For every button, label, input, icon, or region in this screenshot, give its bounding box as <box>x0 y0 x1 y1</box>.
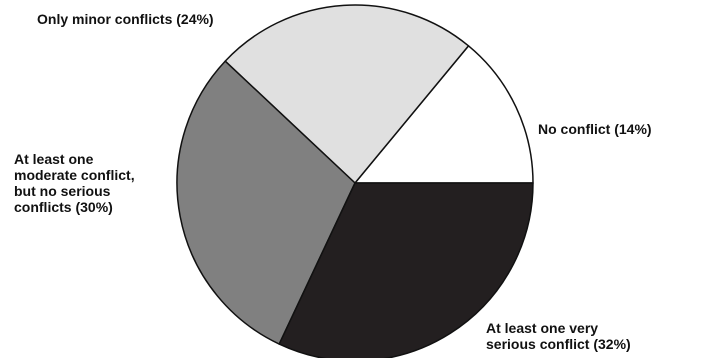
slice-moderate-conflict <box>176 60 356 345</box>
label-very-serious-conflict: At least one very serious conflict (32%) <box>486 320 631 352</box>
label-moderate-conflict: At least one moderate conflict, but no s… <box>14 151 135 215</box>
slice-no-conflict <box>354 45 534 184</box>
label-no-conflict: No conflict (14%) <box>538 121 652 137</box>
label-only-minor-conflicts: Only minor conflicts (24%) <box>37 11 214 27</box>
slice-only-minor-conflicts <box>224 4 470 184</box>
